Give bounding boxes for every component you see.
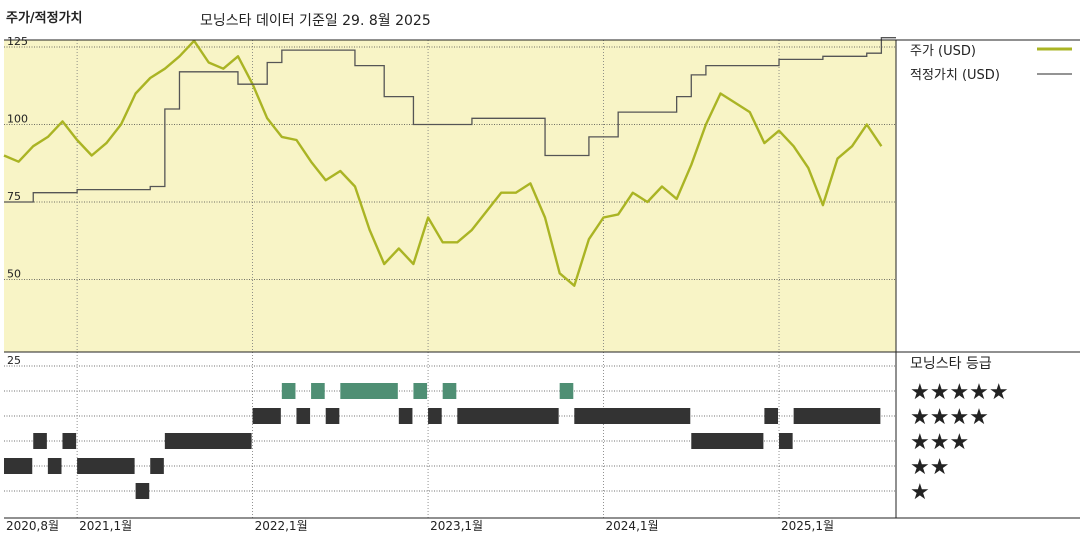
rating-bar-4-star xyxy=(325,408,340,424)
price-fair-value-lines xyxy=(3,37,896,287)
rating-bar-1-star xyxy=(135,483,150,499)
fair-value-series-line xyxy=(4,37,896,203)
rating-bar-5-star xyxy=(340,383,398,399)
rating-bar-4-star xyxy=(793,408,881,424)
y-tick-label: 50 xyxy=(7,268,21,281)
rating-bar-4-star xyxy=(428,408,442,424)
chart-frame xyxy=(4,39,1080,519)
left-title: 주가/적정가치 xyxy=(6,10,83,26)
rating-level-stars: ★★★ xyxy=(910,430,969,455)
rating-bar-4-star xyxy=(252,408,281,424)
chart-subtitle: 모닝스타 데이터 기준일 29. 8월 2025 xyxy=(200,13,431,29)
rating-title: 모닝스타 등급 xyxy=(910,356,992,372)
rating-bar-3-star xyxy=(164,433,252,449)
rating-bar-5-star xyxy=(413,383,428,399)
rating-bar-3-star xyxy=(62,433,77,449)
x-tick-label: 2021,1월 xyxy=(79,519,132,533)
plot-background xyxy=(4,40,896,352)
rating-bar-4-star xyxy=(574,408,691,424)
rating-bar-3-star xyxy=(691,433,764,449)
rating-bar-5-star xyxy=(559,383,574,399)
rating-bar-2-star xyxy=(4,458,33,474)
plot-area xyxy=(4,40,896,352)
price-series-line xyxy=(3,39,883,287)
legend: 주가 (USD)적정가치 (USD)모닝스타 등급★★★★★★★★★★★★★★★ xyxy=(910,44,1072,505)
x-tick-label: 2025,1월 xyxy=(781,519,834,533)
x-tick-label: 2020,8월 xyxy=(6,519,59,533)
rating-bar-4-star xyxy=(398,408,413,424)
rating-bar-2-star xyxy=(77,458,135,474)
rating-level-stars: ★★ xyxy=(910,455,949,480)
rating-bar-3-star xyxy=(33,433,47,449)
rating-timeline xyxy=(4,383,881,499)
rating-level-stars: ★★★★★ xyxy=(910,380,1009,405)
rating-y-tick: 25 xyxy=(7,354,21,367)
rating-bar-4-star xyxy=(296,408,311,424)
y-tick-label: 125 xyxy=(7,35,28,48)
y-tick-label: 75 xyxy=(7,190,21,203)
legend-price-label: 주가 (USD) xyxy=(910,44,976,59)
rating-level-stars: ★ xyxy=(910,480,930,505)
rating-bar-5-star xyxy=(442,383,457,399)
rating-bar-3-star xyxy=(779,433,793,449)
rating-bar-2-star xyxy=(150,458,164,474)
rating-bar-2-star xyxy=(47,458,62,474)
rating-level-stars: ★★★★ xyxy=(910,405,989,430)
rating-bar-4-star xyxy=(764,408,779,424)
rating-bar-4-star xyxy=(457,408,559,424)
rating-bar-5-star xyxy=(311,383,325,399)
legend-fair-value-label: 적정가치 (USD) xyxy=(910,68,1000,83)
axis-labels: 125 100 75 50 25 2020,8월 2021,1월 2022,1월 2023,1월… xyxy=(6,35,834,533)
x-tick-label: 2022,1월 xyxy=(255,519,308,533)
x-tick-label: 2024,1월 xyxy=(606,519,659,533)
y-tick-label: 100 xyxy=(7,113,28,126)
rating-bar-5-star xyxy=(281,383,296,399)
x-tick-label: 2023,1월 xyxy=(430,519,483,533)
